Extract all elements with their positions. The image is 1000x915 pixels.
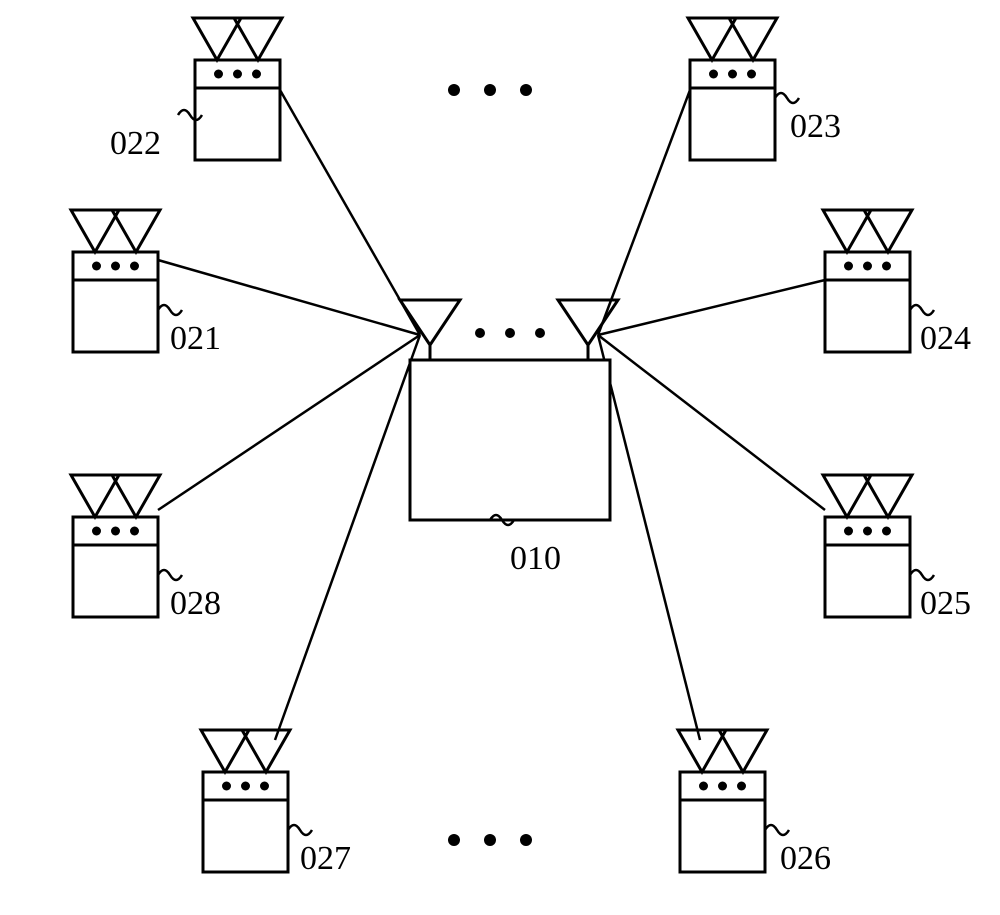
ue-label-023: 023 <box>790 108 841 146</box>
ue-label-022: 022 <box>110 125 161 163</box>
ue-label-025: 025 <box>920 585 971 623</box>
ue-label-021: 021 <box>170 320 221 358</box>
ue-label-028: 028 <box>170 585 221 623</box>
ue-label-027: 027 <box>300 840 351 878</box>
ue-label-024: 024 <box>920 320 971 358</box>
ue-label-026: 026 <box>780 840 831 878</box>
network-diagram: 010 022 023 021 024 028 025 027 026 <box>0 0 1000 915</box>
base-label: 010 <box>510 540 561 578</box>
